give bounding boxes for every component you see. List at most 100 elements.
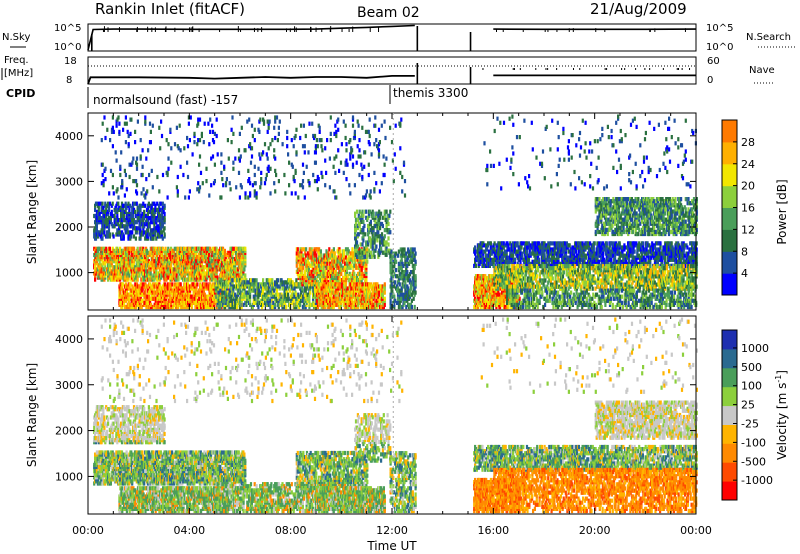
power-cell <box>377 230 380 235</box>
power-cell <box>220 278 223 283</box>
power-cell <box>153 259 156 264</box>
power-cell <box>353 271 356 276</box>
power-cell <box>383 296 386 301</box>
freq-strip: Freq. [MHz] 18 8 60 0 Nave <box>1 55 775 86</box>
power-cell <box>308 247 311 252</box>
power-cell <box>132 234 136 239</box>
power-cell <box>101 236 104 241</box>
power-cell <box>143 209 146 214</box>
power-cell <box>101 250 104 255</box>
freq-tick-top: 18 <box>64 56 77 67</box>
power-cell <box>389 298 392 303</box>
power-cell <box>367 248 371 253</box>
power-cell <box>361 282 364 287</box>
power-cell <box>369 219 372 224</box>
power-cell <box>170 246 173 251</box>
power-cell <box>387 236 390 241</box>
power-cell <box>262 278 265 283</box>
power-cell <box>94 236 98 241</box>
power-cell <box>129 220 132 225</box>
power-cell <box>165 277 168 282</box>
power-cell <box>285 304 288 310</box>
power-cell <box>97 201 100 206</box>
freq-label-2: [MHz] <box>4 68 33 79</box>
power-cell <box>379 226 382 231</box>
power-cell <box>113 213 116 219</box>
power-cell <box>380 211 383 216</box>
power-cell <box>118 205 121 210</box>
power-cell <box>99 201 102 206</box>
power-cell <box>204 271 207 276</box>
power-cell <box>226 300 229 305</box>
power-cell <box>376 238 379 243</box>
power-cell <box>129 282 132 287</box>
power-cell <box>250 282 253 287</box>
power-cell <box>249 298 252 303</box>
power-cell <box>379 215 382 220</box>
power-cell <box>120 220 124 225</box>
power-cell <box>128 296 131 301</box>
power-cell <box>135 220 138 225</box>
power-cell <box>243 267 246 272</box>
power-cell <box>343 253 346 258</box>
power-cell <box>147 232 150 237</box>
power-cell <box>205 300 208 305</box>
power-cell <box>194 300 197 305</box>
power-cell <box>326 261 329 266</box>
power-cell <box>336 271 339 276</box>
power-cell <box>149 282 152 287</box>
power-cell <box>124 201 127 206</box>
power-cell <box>97 205 100 210</box>
power-cell <box>147 216 150 221</box>
power-cell <box>309 263 312 268</box>
power-cell <box>132 246 136 251</box>
power-cell <box>179 282 182 287</box>
nsky-strip: N.Sky 10^5 10^0 10^5 10^0 N.Search <box>2 23 797 53</box>
power-cell <box>108 246 111 251</box>
power-cell <box>108 267 111 272</box>
power-cell <box>354 228 358 233</box>
power-cell <box>147 201 150 206</box>
power-cell <box>281 286 284 291</box>
power-cell <box>340 253 343 258</box>
power-cell <box>147 209 150 214</box>
power-cell <box>134 267 137 272</box>
power-cell <box>140 304 143 310</box>
power-cell <box>134 282 137 287</box>
power-cell <box>145 220 149 225</box>
power-cell <box>122 203 125 208</box>
power-cell <box>120 211 123 217</box>
power-cell <box>167 246 170 251</box>
power-cell <box>305 263 309 268</box>
power-cell <box>315 265 318 270</box>
power-cell <box>161 205 164 210</box>
power-cell <box>385 223 388 229</box>
power-cell <box>244 255 247 260</box>
power-cell <box>123 267 126 272</box>
power-cell <box>105 207 108 212</box>
power-cell <box>383 290 386 295</box>
power-cell <box>135 201 138 206</box>
power-cell <box>351 247 354 252</box>
power-cell <box>365 278 368 283</box>
power-cell <box>149 220 152 225</box>
power-cell <box>107 224 111 229</box>
power-cell <box>215 282 218 287</box>
power-cell <box>378 209 381 214</box>
power-cell <box>131 230 134 235</box>
power-cell <box>163 282 166 287</box>
power-cell <box>295 263 298 268</box>
power-cell <box>234 278 237 283</box>
power-cell <box>180 246 183 251</box>
power-cell <box>343 261 347 266</box>
power-cell <box>139 236 142 241</box>
power-cell <box>187 250 190 255</box>
power-cell <box>105 218 108 223</box>
power-cell <box>206 263 209 268</box>
power-cell <box>410 304 413 310</box>
power-cell <box>198 246 201 251</box>
power-cells <box>93 114 698 310</box>
power-cell <box>94 277 97 282</box>
power-cell <box>389 209 392 214</box>
